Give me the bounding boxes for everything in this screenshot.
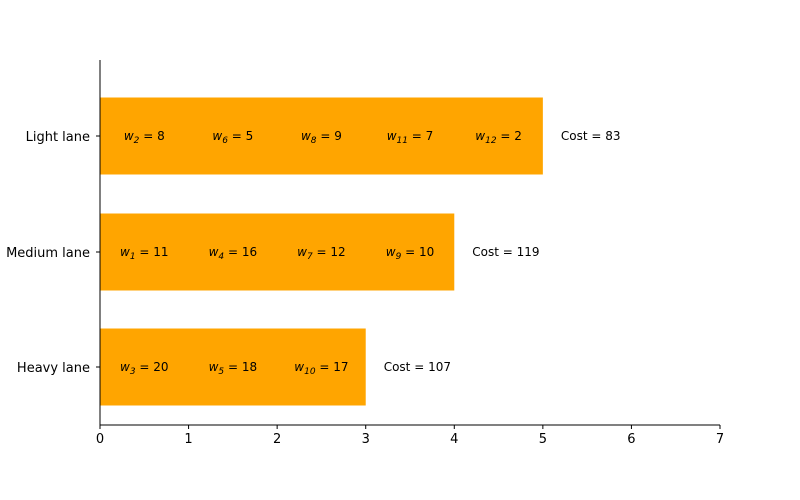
segment-label: w4 = 16	[209, 245, 258, 262]
segment-label: w12 = 2	[475, 129, 522, 146]
x-tick-label: 3	[362, 432, 370, 447]
segment-label: w10 = 17	[294, 360, 348, 377]
segment-label: w6 = 5	[212, 129, 253, 146]
bar-medium-lane	[100, 213, 455, 291]
segment-label: w3 = 20	[120, 360, 169, 377]
segment-label: w2 = 8	[124, 129, 165, 146]
bar-light-lane	[100, 97, 543, 175]
segment-label: w9 = 10	[386, 245, 435, 262]
segment-label: w8 = 9	[301, 129, 342, 146]
y-tick-label: Heavy lane	[17, 361, 90, 376]
segment-label: w11 = 7	[387, 129, 434, 146]
labels-layer: w2 = 8 w6 = 5 w8 = 9 w11 = 7 w12 = 2 Cost = 8…	[120, 129, 620, 377]
x-tick-label: 1	[184, 432, 192, 447]
axes-layer: Light lane Medium lane Heavy lane 0 1 2 3 4 5 6 7	[6, 60, 724, 447]
y-tick-label: Light lane	[26, 130, 90, 145]
segment-label: w5 = 18	[209, 360, 258, 377]
x-tick-label: 6	[627, 432, 635, 447]
segment-label: w1 = 11	[120, 245, 169, 262]
y-tick-label: Medium lane	[6, 246, 90, 261]
x-tick-label: 7	[716, 432, 724, 447]
cost-label-medium-lane: Cost = 119	[472, 245, 539, 259]
x-tick-label: 0	[96, 432, 104, 447]
bars-layer	[100, 97, 543, 406]
x-tick-label: 5	[539, 432, 547, 447]
segment-label: w7 = 12	[297, 245, 346, 262]
x-tick-label: 4	[450, 432, 458, 447]
x-tick-label: 2	[273, 432, 281, 447]
cost-label-light-lane: Cost = 83	[561, 129, 621, 143]
bar-heavy-lane	[100, 328, 366, 406]
cost-label-heavy-lane: Cost = 107	[384, 360, 451, 374]
